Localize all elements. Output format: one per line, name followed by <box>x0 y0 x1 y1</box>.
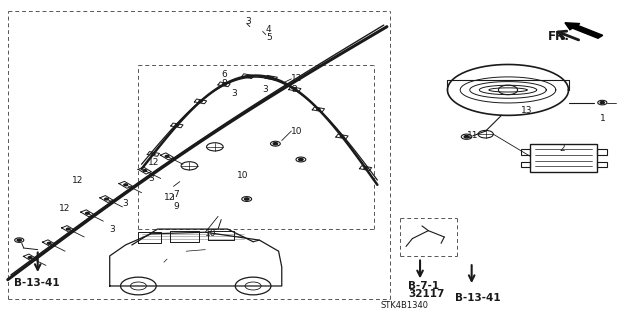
Text: 10: 10 <box>237 171 249 180</box>
Circle shape <box>28 256 32 258</box>
Text: 32117: 32117 <box>408 289 444 299</box>
Circle shape <box>246 75 250 77</box>
Bar <box>597 149 607 155</box>
Text: 3: 3 <box>231 89 237 98</box>
Text: 3: 3 <box>291 85 297 94</box>
Text: 12: 12 <box>164 193 175 202</box>
Text: STK4B1340: STK4B1340 <box>381 301 429 310</box>
Bar <box>521 162 531 167</box>
Circle shape <box>317 108 320 110</box>
Text: 13: 13 <box>521 106 532 115</box>
Circle shape <box>273 143 278 145</box>
Circle shape <box>299 159 303 160</box>
Circle shape <box>86 212 89 214</box>
Text: B-13-41: B-13-41 <box>14 278 60 288</box>
Circle shape <box>152 153 155 155</box>
Circle shape <box>600 101 604 104</box>
Circle shape <box>223 84 226 85</box>
FancyArrow shape <box>565 23 603 38</box>
Text: 3: 3 <box>122 199 128 208</box>
Bar <box>521 149 531 155</box>
Bar <box>531 144 597 172</box>
Text: 4: 4 <box>266 25 271 34</box>
Circle shape <box>464 136 469 138</box>
Circle shape <box>124 184 127 186</box>
Circle shape <box>165 155 169 157</box>
Circle shape <box>105 198 108 200</box>
Circle shape <box>199 100 202 102</box>
Text: B-7-1: B-7-1 <box>408 281 439 291</box>
Circle shape <box>244 198 249 200</box>
Text: 12: 12 <box>148 158 159 167</box>
Circle shape <box>364 167 367 169</box>
Text: 12: 12 <box>72 175 83 185</box>
Text: 3: 3 <box>262 85 268 94</box>
Text: 10: 10 <box>205 229 217 238</box>
Text: 3: 3 <box>148 174 154 183</box>
Circle shape <box>269 77 273 78</box>
Text: 12: 12 <box>59 204 70 213</box>
Text: 11: 11 <box>467 131 478 140</box>
Bar <box>597 162 607 167</box>
Circle shape <box>340 136 344 137</box>
Text: B-13-41: B-13-41 <box>455 293 500 303</box>
Text: 2: 2 <box>559 144 564 153</box>
Circle shape <box>175 125 179 126</box>
Text: 1: 1 <box>600 114 606 123</box>
Circle shape <box>17 239 21 241</box>
Text: 10: 10 <box>291 127 303 136</box>
Text: 12: 12 <box>291 74 303 83</box>
Text: 9: 9 <box>173 203 179 211</box>
Text: 5: 5 <box>266 33 271 42</box>
Text: 6: 6 <box>221 70 227 78</box>
Circle shape <box>67 228 70 230</box>
Circle shape <box>143 170 147 172</box>
Text: 3: 3 <box>246 18 251 26</box>
Text: FR.: FR. <box>548 30 570 43</box>
Circle shape <box>293 88 296 90</box>
Text: 3: 3 <box>109 225 115 234</box>
Text: 8: 8 <box>221 79 227 88</box>
Text: 7: 7 <box>173 190 179 199</box>
Circle shape <box>47 242 51 244</box>
